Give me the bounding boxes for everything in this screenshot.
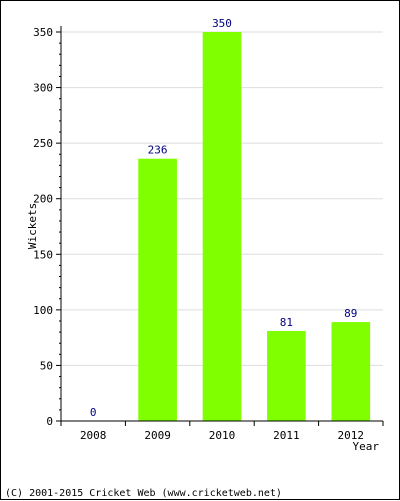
bar-2009 [138,158,177,421]
value-label-2009: 236 [148,144,168,157]
y-tick-label-100: 100 [33,304,53,317]
value-labels: 0 236 350 81 89 [90,17,358,419]
y-axis-title: Wickets [26,203,39,249]
value-label-2010: 350 [212,17,232,30]
y-tick-label-50: 50 [40,359,53,372]
y-tick-label-150: 150 [33,248,53,261]
axes [60,26,383,422]
y-tick-label-0: 0 [46,415,53,428]
value-label-2011: 81 [280,316,293,329]
x-tick-label-2010: 2010 [209,429,236,442]
y-tick-label-250: 250 [33,137,53,150]
value-label-2012: 89 [344,307,357,320]
x-tick-label-2008: 2008 [80,429,107,442]
x-tick-label-2012: 2012 [338,429,365,442]
bar-2011 [267,330,306,421]
y-tick-label-200: 200 [33,193,53,206]
x-tick-label-2009: 2009 [144,429,171,442]
y-tick-label-350: 350 [33,26,53,39]
x-tick-label-2011: 2011 [273,429,300,442]
copyright-footer: (C) 2001-2015 Cricket Web (www.cricketwe… [5,488,282,499]
x-ticks: 2008 2009 2010 2011 2012 [60,421,384,442]
x-axis-title: Year [353,440,380,453]
y-ticks: 0 50 100 150 200 250 300 350 [33,26,61,428]
y-tick-label-300: 300 [33,82,53,95]
bar-2010 [202,32,242,421]
bar-2012 [331,322,371,421]
value-label-2008: 0 [90,406,97,419]
bars [138,32,371,421]
